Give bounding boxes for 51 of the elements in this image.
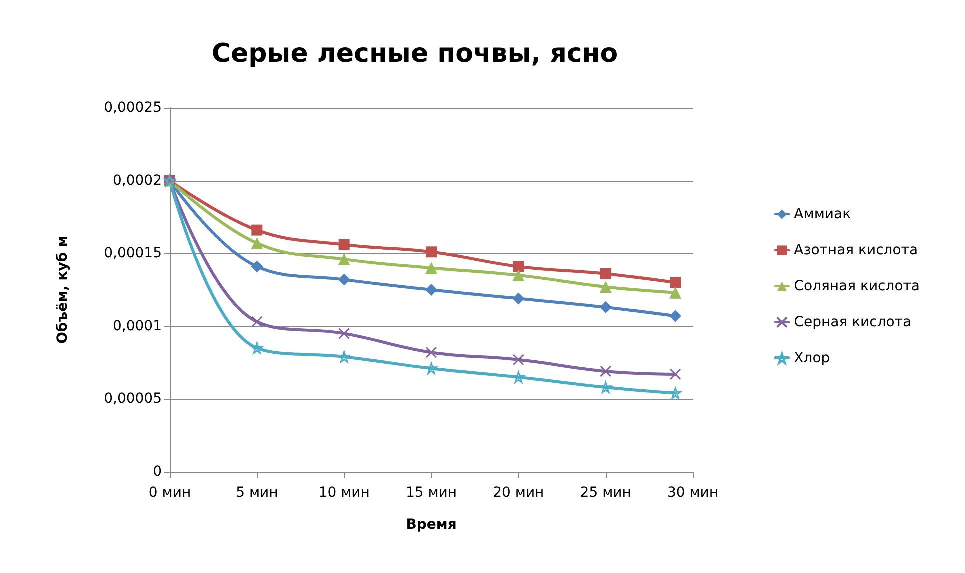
point: [426, 284, 438, 296]
legend-label: Серная кислота: [794, 314, 912, 330]
point: [512, 292, 525, 305]
y-tick-label: 0,00015: [104, 246, 162, 262]
point: [512, 354, 524, 366]
point: [426, 362, 438, 374]
x-tick-label: 15 мин: [406, 485, 458, 501]
x-axis-title: Время: [406, 517, 457, 533]
point: [251, 316, 263, 328]
point: [512, 269, 525, 282]
x-tick-label: 10 мин: [318, 485, 370, 501]
x-tick-label: 30 мин: [667, 485, 719, 501]
point: [338, 351, 350, 363]
y-tick-label: 0,0001: [113, 318, 162, 334]
chart-title: Серые лесные почвы, ясно: [212, 39, 618, 69]
point: [426, 262, 438, 274]
point: [670, 277, 682, 288]
y-axis-title: Объём, куб м: [55, 236, 71, 344]
point: [513, 261, 524, 272]
point: [426, 246, 437, 258]
point: [338, 274, 350, 286]
point: [251, 260, 264, 273]
point: [670, 368, 682, 380]
point: [338, 239, 350, 250]
x-tick-label: 5 мин: [236, 485, 278, 501]
point: [251, 237, 264, 250]
legend-label: Аммиак: [794, 206, 852, 222]
x-tick-label: 20 мин: [493, 485, 544, 501]
point: [600, 281, 612, 294]
point: [338, 253, 350, 266]
point: [670, 286, 682, 299]
x-tick-label: 0 мин: [148, 485, 192, 501]
point: [670, 388, 682, 400]
point: [426, 346, 438, 358]
point: [600, 366, 612, 378]
point: [670, 310, 682, 322]
y-tick-label: 0: [153, 464, 162, 480]
x-tick-label: 25 мин: [580, 485, 632, 501]
point: [512, 372, 524, 384]
point: [338, 328, 350, 340]
point: [600, 268, 612, 280]
y-tick-label: 0,0002: [113, 172, 162, 189]
y-tick-label: 0,00005: [104, 391, 162, 408]
legend-label: Азотная кислота: [794, 242, 918, 258]
point: [251, 342, 263, 354]
point: [252, 224, 263, 236]
point: [600, 382, 612, 394]
point: [600, 301, 612, 314]
legend-label: Соляная кислота: [794, 278, 920, 294]
y-tick-label: 0,00025: [104, 100, 162, 116]
legend-label: Хлор: [794, 350, 830, 366]
